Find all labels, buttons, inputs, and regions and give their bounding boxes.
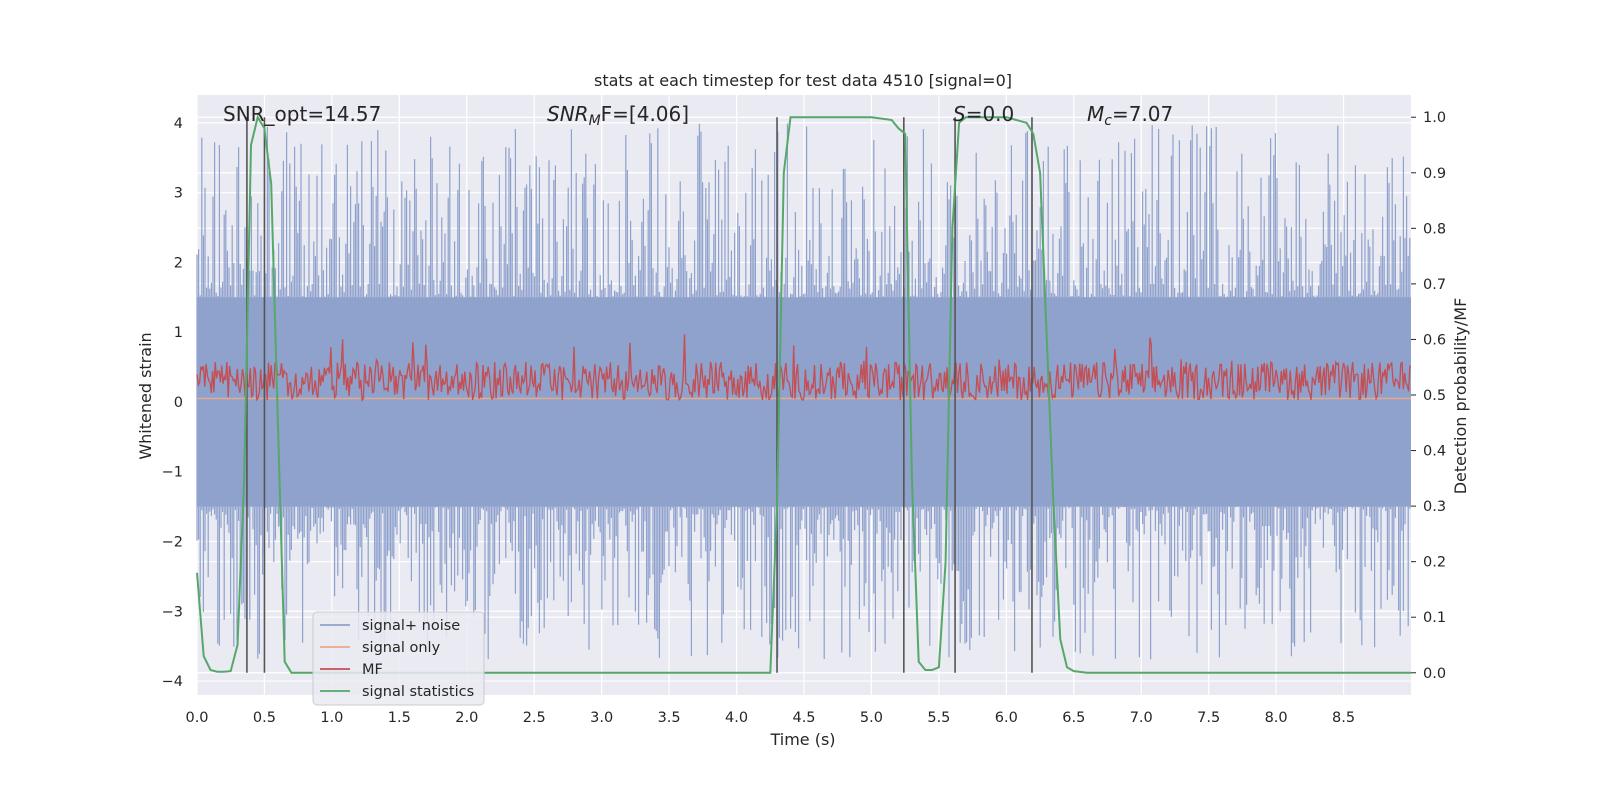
y-right-tick-label: 0.8 [1423,221,1446,237]
annotation-s: S=0.0 [953,102,1014,126]
y-right-tick-label: 0.0 [1423,666,1446,682]
x-tick-label: 0.0 [185,710,208,726]
y-right-tick-label: 0.9 [1423,166,1446,182]
legend-label-signal-statistics: signal statistics [362,684,474,700]
mf-line [196,334,1411,403]
series-signal-statistics [196,114,1411,674]
series-mf [196,334,1411,403]
y-right-tick-label: 0.6 [1423,332,1446,348]
x-tick-label: 3.5 [658,710,681,726]
x-tick-label: 4.5 [792,710,815,726]
x-tick-label: 1.0 [320,710,343,726]
y-right-tick-label: 1.0 [1423,110,1446,126]
y-left-tick-label: 2 [174,255,183,271]
y-right-tick-label: 0.4 [1423,444,1446,460]
vertical-markers [246,117,1033,673]
x-tick-label: 4.0 [725,710,748,726]
chart-title: stats at each timestep for test data 451… [594,71,1012,90]
annotation-snr-mf: SNRMF=[4.06] [547,102,689,129]
x-tick-label: 1.5 [388,710,411,726]
y-right-tick-label: 0.3 [1423,499,1446,515]
y-left-tick-label: 3 [174,186,183,202]
legend: signal+ noise signal only MF signal stat… [312,611,485,706]
y-left-tick-labels: 4 3 2 1 0 −1 −2 −3 −4 [162,116,183,690]
x-tick-label: 5.5 [927,710,950,726]
x-tick-label: 5.0 [860,710,883,726]
annotation-snr-opt: SNR_opt=14.57 [223,102,381,126]
y-left-tick-label: −1 [162,465,183,481]
y-left-tick-label: 1 [174,325,183,341]
x-tick-label: 3.0 [590,710,613,726]
x-tick-label: 7.5 [1197,710,1220,726]
y-right-tick-labels: 1.0 0.9 0.8 0.7 0.6 0.5 0.4 0.3 0.2 0.1 0.0 [1411,110,1446,682]
x-tick-label: 2.0 [455,710,478,726]
y-left-tick-label: 4 [174,116,183,132]
y-right-tick-label: 0.1 [1423,610,1446,626]
signal-statistics-line [196,114,1411,674]
x-tick-label: 8.0 [1265,710,1288,726]
y-left-tick-label: −3 [162,604,183,620]
x-tick-label: 8.5 [1332,710,1355,726]
x-tick-label: 6.0 [995,710,1018,726]
y-left-tick-label: −4 [162,674,183,690]
y-right-tick-label: 0.7 [1423,277,1446,293]
annotation-mc: Mc=7.07 [1087,102,1173,129]
y-right-tick-label: 0.2 [1423,555,1446,571]
y-left-tick-label: 0 [174,395,183,411]
legend-label-mf: MF [362,662,383,678]
x-tick-label: 6.5 [1062,710,1085,726]
x-tick-label: 2.5 [523,710,546,726]
x-tick-label: 0.5 [253,710,276,726]
x-tick-labels: 0.0 0.5 1.0 1.5 2.0 2.5 3.0 3.5 4.0 4.5 5.0 5.5 6.0 6… [185,710,1355,726]
y-left-axis-label: Whitened strain [136,332,155,459]
legend-label-signal-noise: signal+ noise [362,618,460,634]
y-right-axis-label: Detection probability/MF [1451,298,1470,495]
legend-box [312,611,485,706]
x-axis-label: Time (s) [769,730,835,749]
series-signal-noise [196,123,1411,660]
x-tick-label: 7.0 [1130,710,1153,726]
y-right-tick-label: 0.5 [1423,388,1446,404]
y-left-tick-label: −2 [162,535,183,551]
legend-label-signal-only: signal only [362,640,441,656]
